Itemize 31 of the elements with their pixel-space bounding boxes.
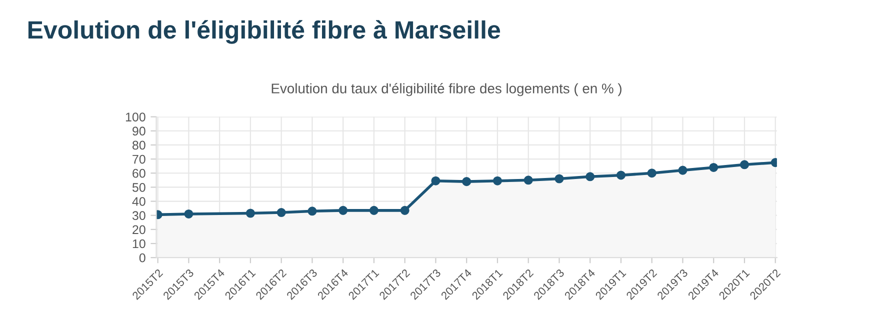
point xyxy=(246,208,255,218)
y-tick-label: 60 xyxy=(132,168,146,178)
point xyxy=(554,174,564,184)
point xyxy=(462,177,472,186)
point xyxy=(400,206,410,215)
y-tick-label: 0 xyxy=(139,253,146,262)
point xyxy=(184,209,194,218)
point xyxy=(276,208,286,218)
y-tick-label: 100 xyxy=(126,112,146,122)
y-tick-label: 20 xyxy=(132,225,146,234)
point xyxy=(492,176,502,186)
point xyxy=(740,160,750,170)
y-tick-label: 50 xyxy=(132,183,146,192)
y-tick-label: 70 xyxy=(132,154,146,164)
point xyxy=(308,206,317,216)
point xyxy=(369,206,378,215)
point xyxy=(616,170,626,180)
point xyxy=(647,168,656,178)
point xyxy=(431,176,440,186)
point xyxy=(678,166,688,175)
point xyxy=(338,206,348,215)
point xyxy=(524,176,533,185)
chart-subtitle: Evolution du taux d'éligibilité fibre des logements ( en % ) xyxy=(272,83,622,96)
y-tick-label: 90 xyxy=(132,126,146,136)
y-tick-label: 40 xyxy=(132,197,146,206)
point xyxy=(586,172,595,182)
y-tick-label: 80 xyxy=(132,140,146,150)
y-tick-label: 10 xyxy=(132,239,146,248)
point xyxy=(709,162,718,172)
chart-title: Evolution de l'éligibilité fibre à Marseille xyxy=(28,20,500,44)
y-tick-label: 30 xyxy=(132,211,146,220)
